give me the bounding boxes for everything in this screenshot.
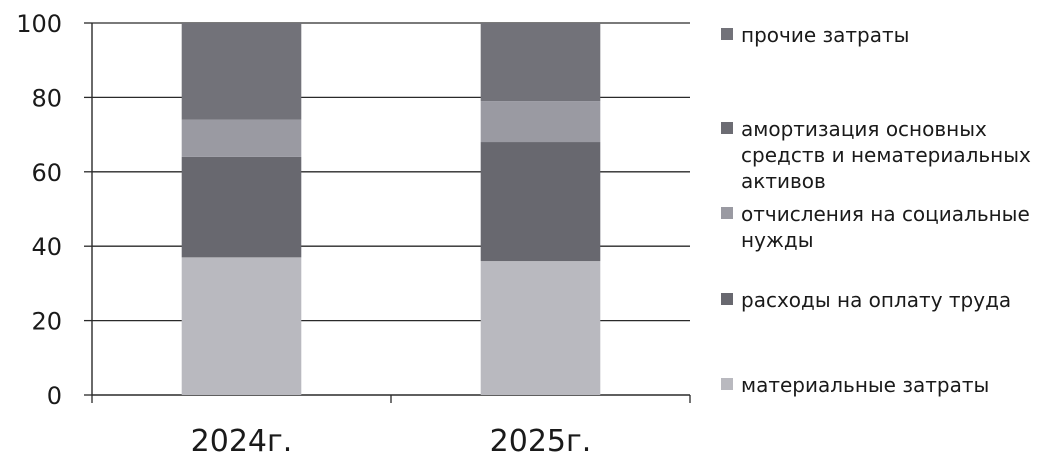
bar-segment [181, 156, 302, 258]
legend-item: материальные затраты [721, 373, 989, 397]
legend-item: прочие затраты [721, 23, 909, 47]
y-tick-label: 60 [31, 159, 62, 187]
legend-item: расходы на оплату труда [721, 288, 1011, 312]
y-tick-label: 20 [31, 308, 62, 336]
legend-label: средств и нематериальных [741, 143, 1031, 167]
tick-labels: 0 20 40 60 80 100 [16, 10, 62, 410]
bar-segment [480, 101, 601, 143]
x-category-label: 2024г. [191, 424, 293, 455]
bar-segment [480, 23, 601, 102]
bar-segment [480, 142, 601, 262]
y-tick-label: 0 [47, 382, 62, 410]
legend-label: отчисления на социальные [741, 202, 1030, 226]
legend-label: материальные затраты [741, 373, 989, 397]
legend-swatch [721, 378, 733, 390]
legend-swatch [721, 207, 733, 219]
y-tick-label: 80 [31, 84, 62, 112]
legend-swatch [721, 122, 733, 134]
category-labels: 2024г. 2025г. [191, 424, 592, 455]
legend-label: прочие затраты [741, 23, 909, 47]
legend-label: расходы на оплату труда [741, 288, 1011, 312]
legend-label: амортизация основных [741, 117, 987, 141]
bar-segment [181, 23, 302, 120]
legend-label: активов [741, 169, 826, 193]
bars [181, 23, 601, 395]
bar-segment [181, 257, 302, 395]
legend-label: нужды [741, 228, 814, 252]
x-category-label: 2025г. [490, 424, 592, 455]
legend-swatch [721, 293, 733, 305]
bar-segment [480, 261, 601, 395]
bar-segment [181, 119, 302, 157]
legend-swatch [721, 28, 733, 40]
y-tick-label: 40 [31, 233, 62, 261]
legend: прочие затраты амортизация основныхсредст… [721, 23, 1031, 397]
y-tick-label: 100 [16, 10, 62, 38]
